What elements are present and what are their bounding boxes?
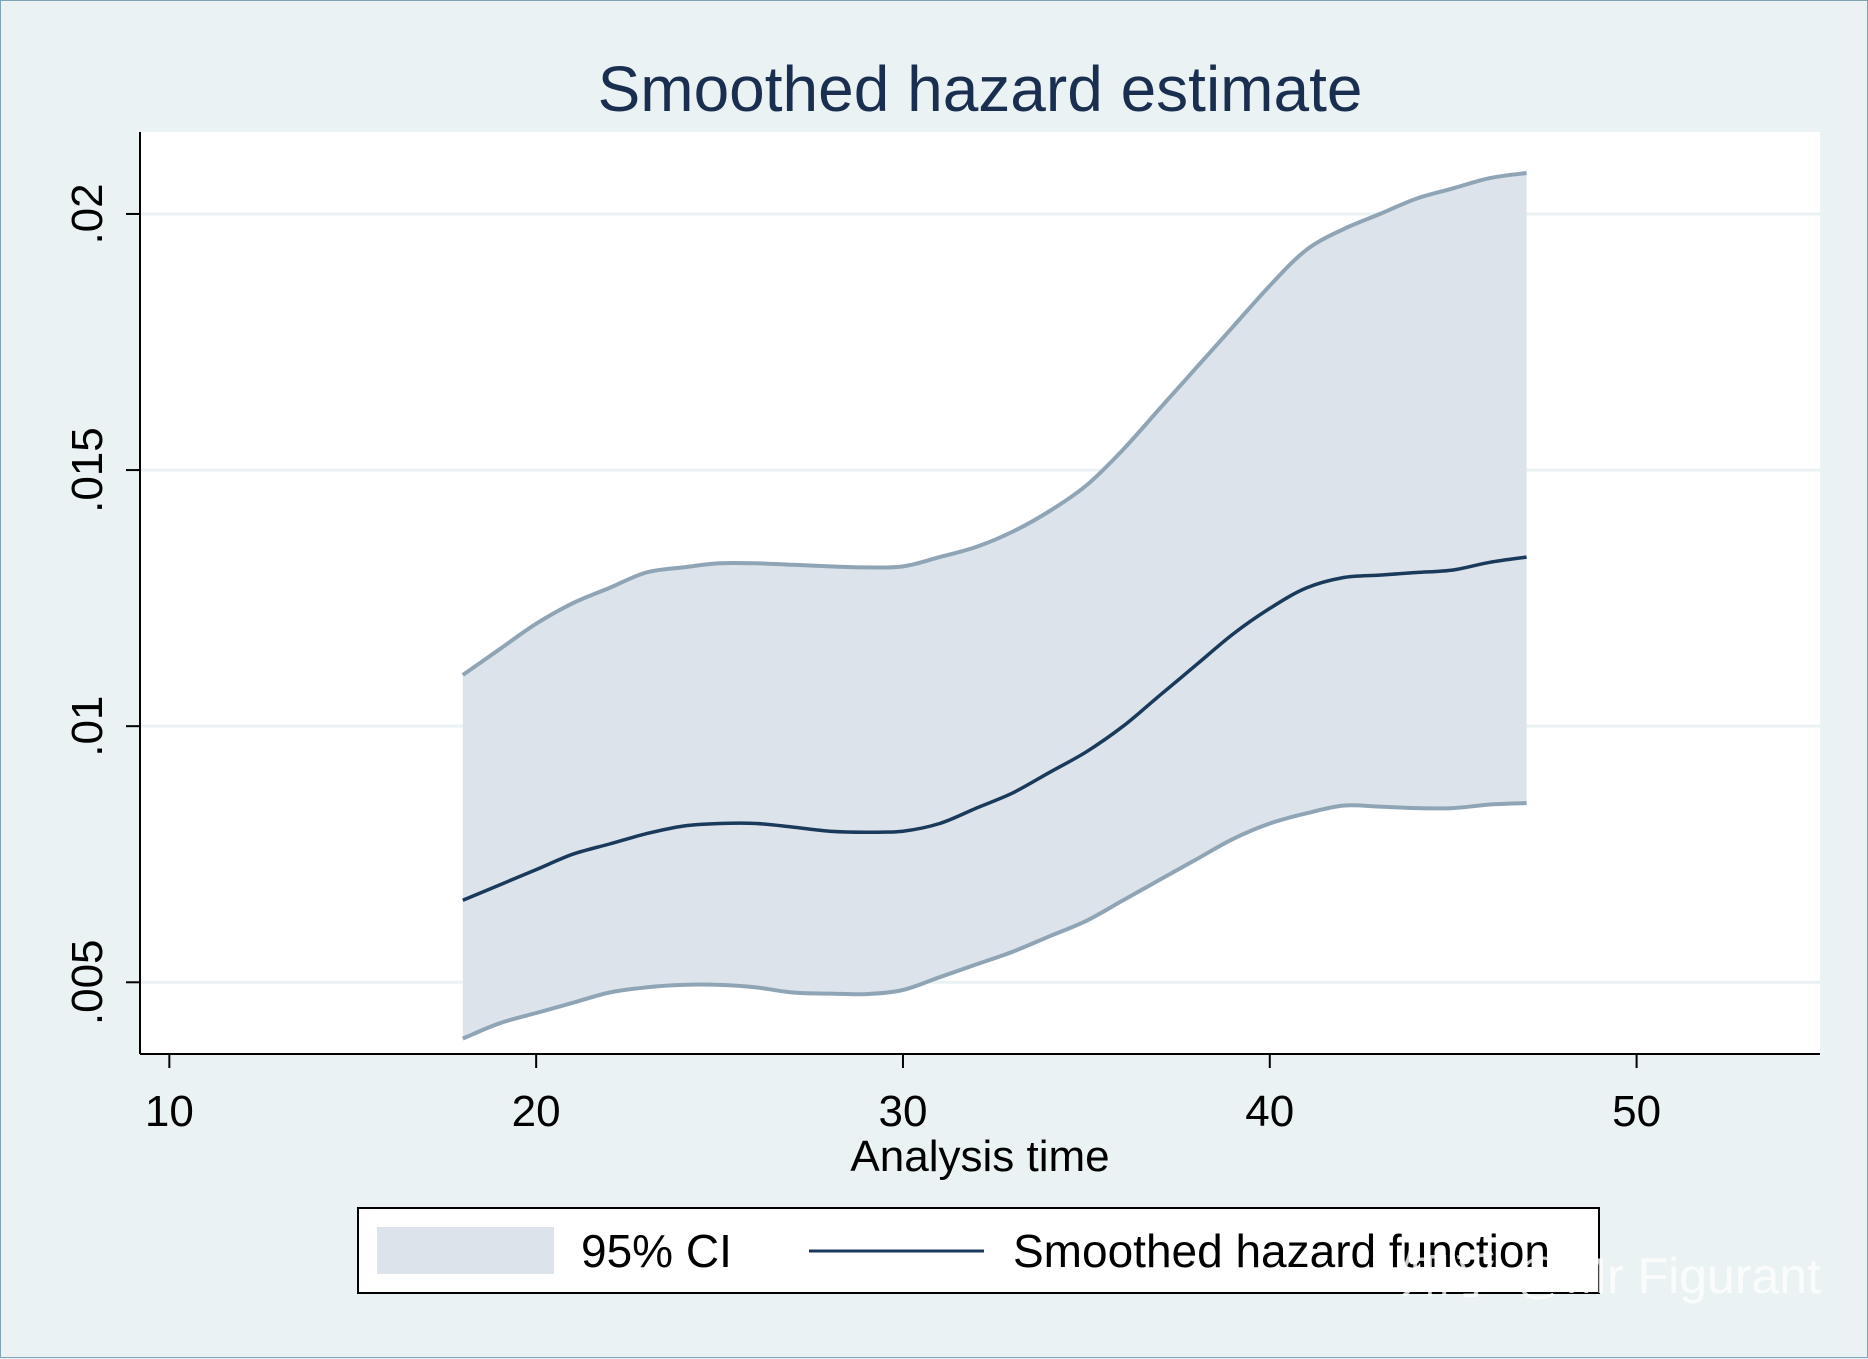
legend-swatch-ci xyxy=(377,1227,554,1274)
data-layer xyxy=(461,171,1527,1041)
legend-label-hazard: Smoothed hazard function xyxy=(1013,1225,1550,1277)
ci-upper-line xyxy=(461,171,1527,677)
chart-title: Smoothed hazard estimate xyxy=(598,53,1363,125)
x-tick-label: 50 xyxy=(1612,1087,1661,1136)
x-tick-label: 30 xyxy=(878,1087,927,1136)
y-tick-label: .02 xyxy=(63,183,112,244)
legend-label-ci: 95% CI xyxy=(581,1225,732,1277)
x-tick-label: 40 xyxy=(1245,1087,1294,1136)
axes: .005 .01 .015 .02 10 20 30 40 50 xyxy=(63,183,1661,1136)
x-tick-label: 10 xyxy=(145,1087,194,1136)
x-axis-title: Analysis time xyxy=(850,1132,1109,1181)
y-tick-label: .005 xyxy=(63,939,112,1025)
x-tick-label: 20 xyxy=(512,1087,561,1136)
hazard-line xyxy=(462,555,1527,902)
legend: 95% CI Smoothed hazard function xyxy=(357,1207,1600,1294)
watermark: 知乎 @Mr Figurant xyxy=(1401,1248,1821,1304)
y-tick-label: .015 xyxy=(63,427,112,513)
ci-lower-line xyxy=(462,801,1527,1041)
y-tick-label: .01 xyxy=(63,696,112,757)
